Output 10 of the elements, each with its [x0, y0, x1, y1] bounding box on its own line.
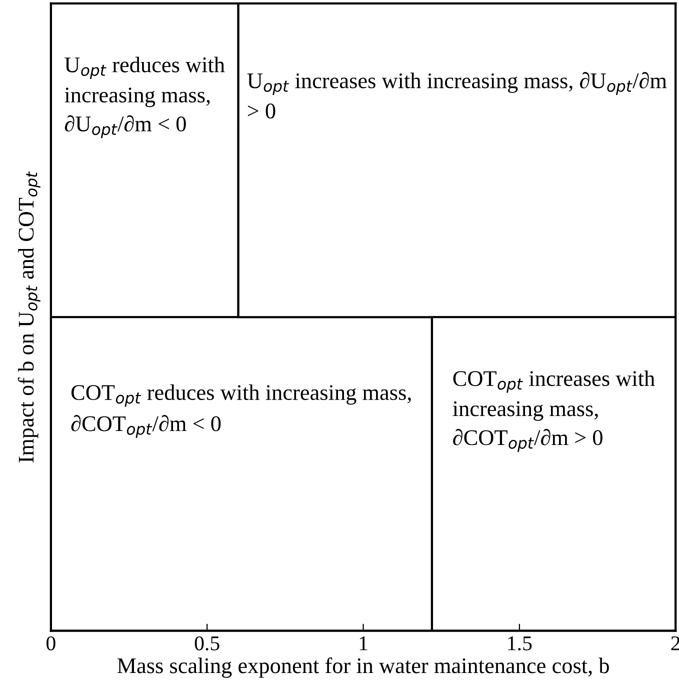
x-tick-label: 0.5: [194, 636, 220, 650]
x-tick-label: 0: [46, 636, 56, 650]
text: U$_{opt}$ increases with increasing mass, ∂U$_{opt}$/∂m > 0: [247, 72, 667, 118]
y-axis-title: Impact of b on U$_{opt}$ and COT$_{opt}$: [18, 171, 40, 462]
annotation: COT$_{opt}$ reduces with increasing mass, ∂COT$_{opt}$/∂m < 0: [71, 384, 411, 438]
x-axis-title: Mass scaling exponent for in water maintenance cost, b: [117, 657, 609, 678]
x-tick-label: 1.5: [508, 636, 532, 650]
annotation: U$_{opt}$ reduces with increasing mass, ∂U$_{opt}$/∂m < 0: [64, 56, 225, 138]
x-tick-label: 1: [360, 636, 368, 650]
annotation: COT$_{opt}$ increases with increasing mass, ∂COT$_{opt}$/∂m > 0: [452, 370, 655, 452]
